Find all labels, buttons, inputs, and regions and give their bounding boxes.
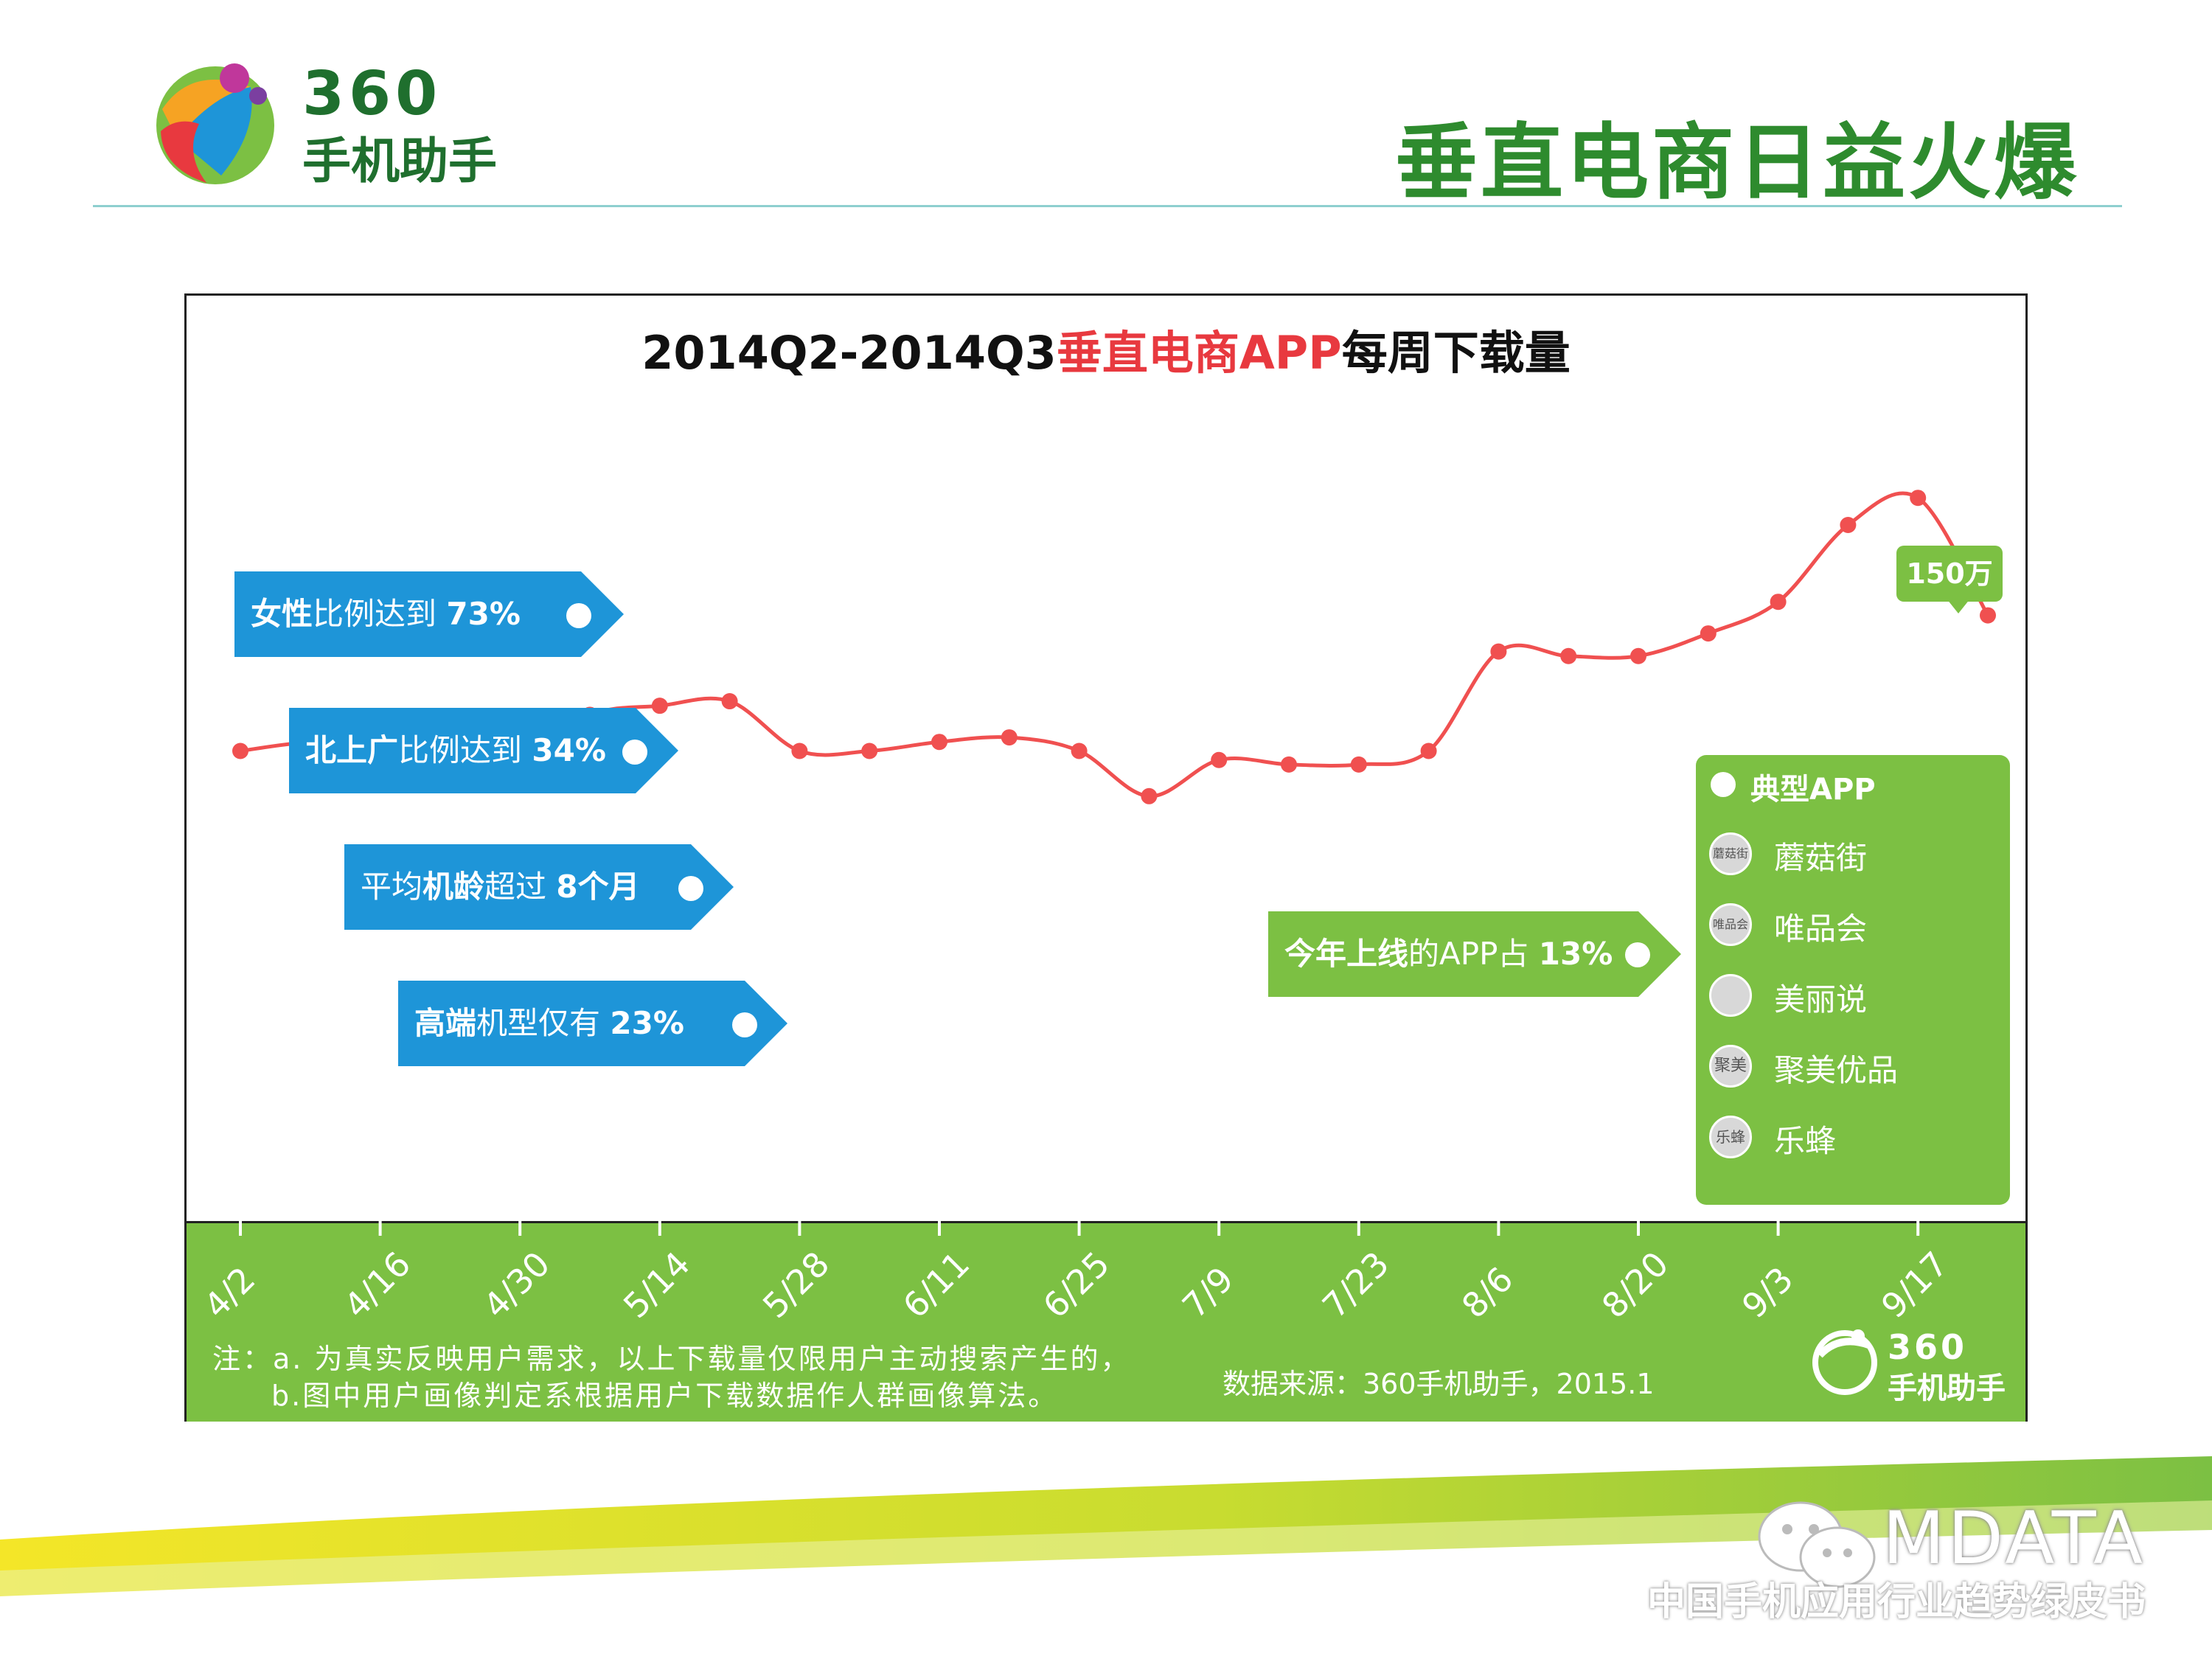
callout-highend-dot <box>732 1012 757 1037</box>
callout-new-apps-text: 的APP占 <box>1408 936 1539 972</box>
vip-icon: 唯品会 <box>1709 903 1752 946</box>
logo-name-text: 手机助手 <box>302 133 497 189</box>
callout-tier1: 北上广比例达到 34% <box>289 708 678 793</box>
data-point-6-11 <box>931 734 947 751</box>
callout-device-age: 平均机龄超过 8个月 <box>344 844 734 930</box>
note-line-2: b.图中用户画像判定系根据用户下载数据作人群画像算法。 <box>271 1380 1059 1412</box>
app-name-jumei: 聚美优品 <box>1774 1052 1899 1088</box>
data-point-8-20 <box>1630 647 1646 664</box>
chart-title-suffix: 每周下载量 <box>1341 326 1571 380</box>
data-point-7-9 <box>1211 751 1228 768</box>
peak-value-badge: 150万 <box>1896 546 2003 602</box>
footer-subtitle: 中国手机应用行业趋势绿皮书 <box>1646 1580 2146 1624</box>
callout-tier1-dot <box>622 740 647 765</box>
callout-new-apps-dot <box>1625 942 1650 967</box>
data-point-5-14 <box>651 698 668 714</box>
band-logo-360: 360 <box>1888 1327 1968 1367</box>
callout-device-age-text: 平均 <box>361 869 423 905</box>
chart-title-highlight: 垂直电商APP <box>1056 326 1342 380</box>
callout-female-dot <box>566 603 591 628</box>
callout-highend-value: 23% <box>610 1005 684 1041</box>
callout-new-apps-value: 13% <box>1538 936 1613 972</box>
callout-highend-bold: 高端 <box>414 1005 477 1041</box>
wechat-icon <box>1758 1501 1876 1588</box>
data-point-9-24 <box>1980 607 1996 624</box>
callout-new-apps-bold: 今年上线 <box>1284 936 1409 972</box>
callout-highend: 高端机型仅有 23% <box>398 981 787 1066</box>
source-note: 数据来源：360手机助手，2015.1 <box>1222 1368 1655 1400</box>
data-point-7-23 <box>1350 756 1367 773</box>
data-point-6-18 <box>1001 729 1018 746</box>
apps-header-dot <box>1711 772 1736 797</box>
callout-female-value: 73% <box>446 596 521 632</box>
logo-360-text: 360 <box>302 59 442 129</box>
page-title: 垂直电商日益火爆 <box>1395 115 2079 211</box>
callout-tier1-bold: 北上广 <box>305 732 399 768</box>
data-point-4-2 <box>232 742 248 759</box>
footer-brand: MDATA <box>1882 1497 2146 1581</box>
data-point-9-10 <box>1840 516 1857 533</box>
callout-device-age-dot <box>678 876 703 901</box>
callout-female-bold: 女性 <box>251 596 313 632</box>
data-point-6-25 <box>1071 742 1088 759</box>
data-point-9-3 <box>1770 594 1787 611</box>
band-logo-icon <box>1812 1329 1877 1395</box>
data-point-8-6 <box>1490 643 1507 660</box>
callout-highend-text: 机型仅有 <box>476 1005 611 1041</box>
chart-title-prefix: 2014Q2-2014Q3 <box>641 326 1057 380</box>
lefeng-icon: 乐蜂 <box>1709 1116 1752 1158</box>
app-name-meilishuo: 美丽说 <box>1774 981 1868 1018</box>
callout-device-age-bold: 机龄 <box>422 869 485 905</box>
callout-new-apps: 今年上线的APP占 13% <box>1268 911 1681 997</box>
jumei-icon: 聚美 <box>1709 1045 1752 1088</box>
data-point-8-13 <box>1560 647 1577 664</box>
header-divider <box>93 205 2122 207</box>
data-point-7-2 <box>1141 787 1158 804</box>
data-point-5-28 <box>791 742 808 759</box>
callout-female-text: 比例达到 <box>313 596 447 632</box>
data-point-8-27 <box>1700 625 1717 642</box>
mogujie-icon: 蘑菇街 <box>1709 832 1752 875</box>
meilishuo-icon <box>1709 974 1752 1017</box>
chart-title: 2014Q2-2014Q3垂直电商APP每周下载量 <box>184 316 2028 382</box>
logo-ball-icon <box>156 63 274 184</box>
data-point-5-21 <box>721 693 738 710</box>
data-point-7-30 <box>1420 742 1437 759</box>
callout-device-age-value: 8个月 <box>556 869 640 905</box>
app-name-lefeng: 乐蜂 <box>1774 1123 1837 1159</box>
peak-badge-pointer <box>1947 599 1970 613</box>
data-point-7-16 <box>1281 756 1297 773</box>
callout-female: 女性比例达到 73% <box>234 571 624 657</box>
callout-tier1-text: 比例达到 <box>398 732 532 768</box>
app-name-vip: 唯品会 <box>1774 911 1868 947</box>
note-line-1: 注：a. 为真实反映用户需求，以上下载量仅限用户主动搜索产生的， <box>212 1343 1131 1375</box>
data-point-6-4 <box>861 742 878 759</box>
callout-device-age-text2: 超过 <box>484 869 557 905</box>
x-axis-band <box>187 1221 2025 1422</box>
app-name-mogujie: 蘑菇街 <box>1774 840 1868 876</box>
data-point-9-17 <box>1910 490 1927 507</box>
apps-panel-header: 典型APP <box>1750 773 1876 807</box>
callout-tier1-value: 34% <box>532 732 606 768</box>
band-logo-name: 手机助手 <box>1888 1371 2006 1405</box>
